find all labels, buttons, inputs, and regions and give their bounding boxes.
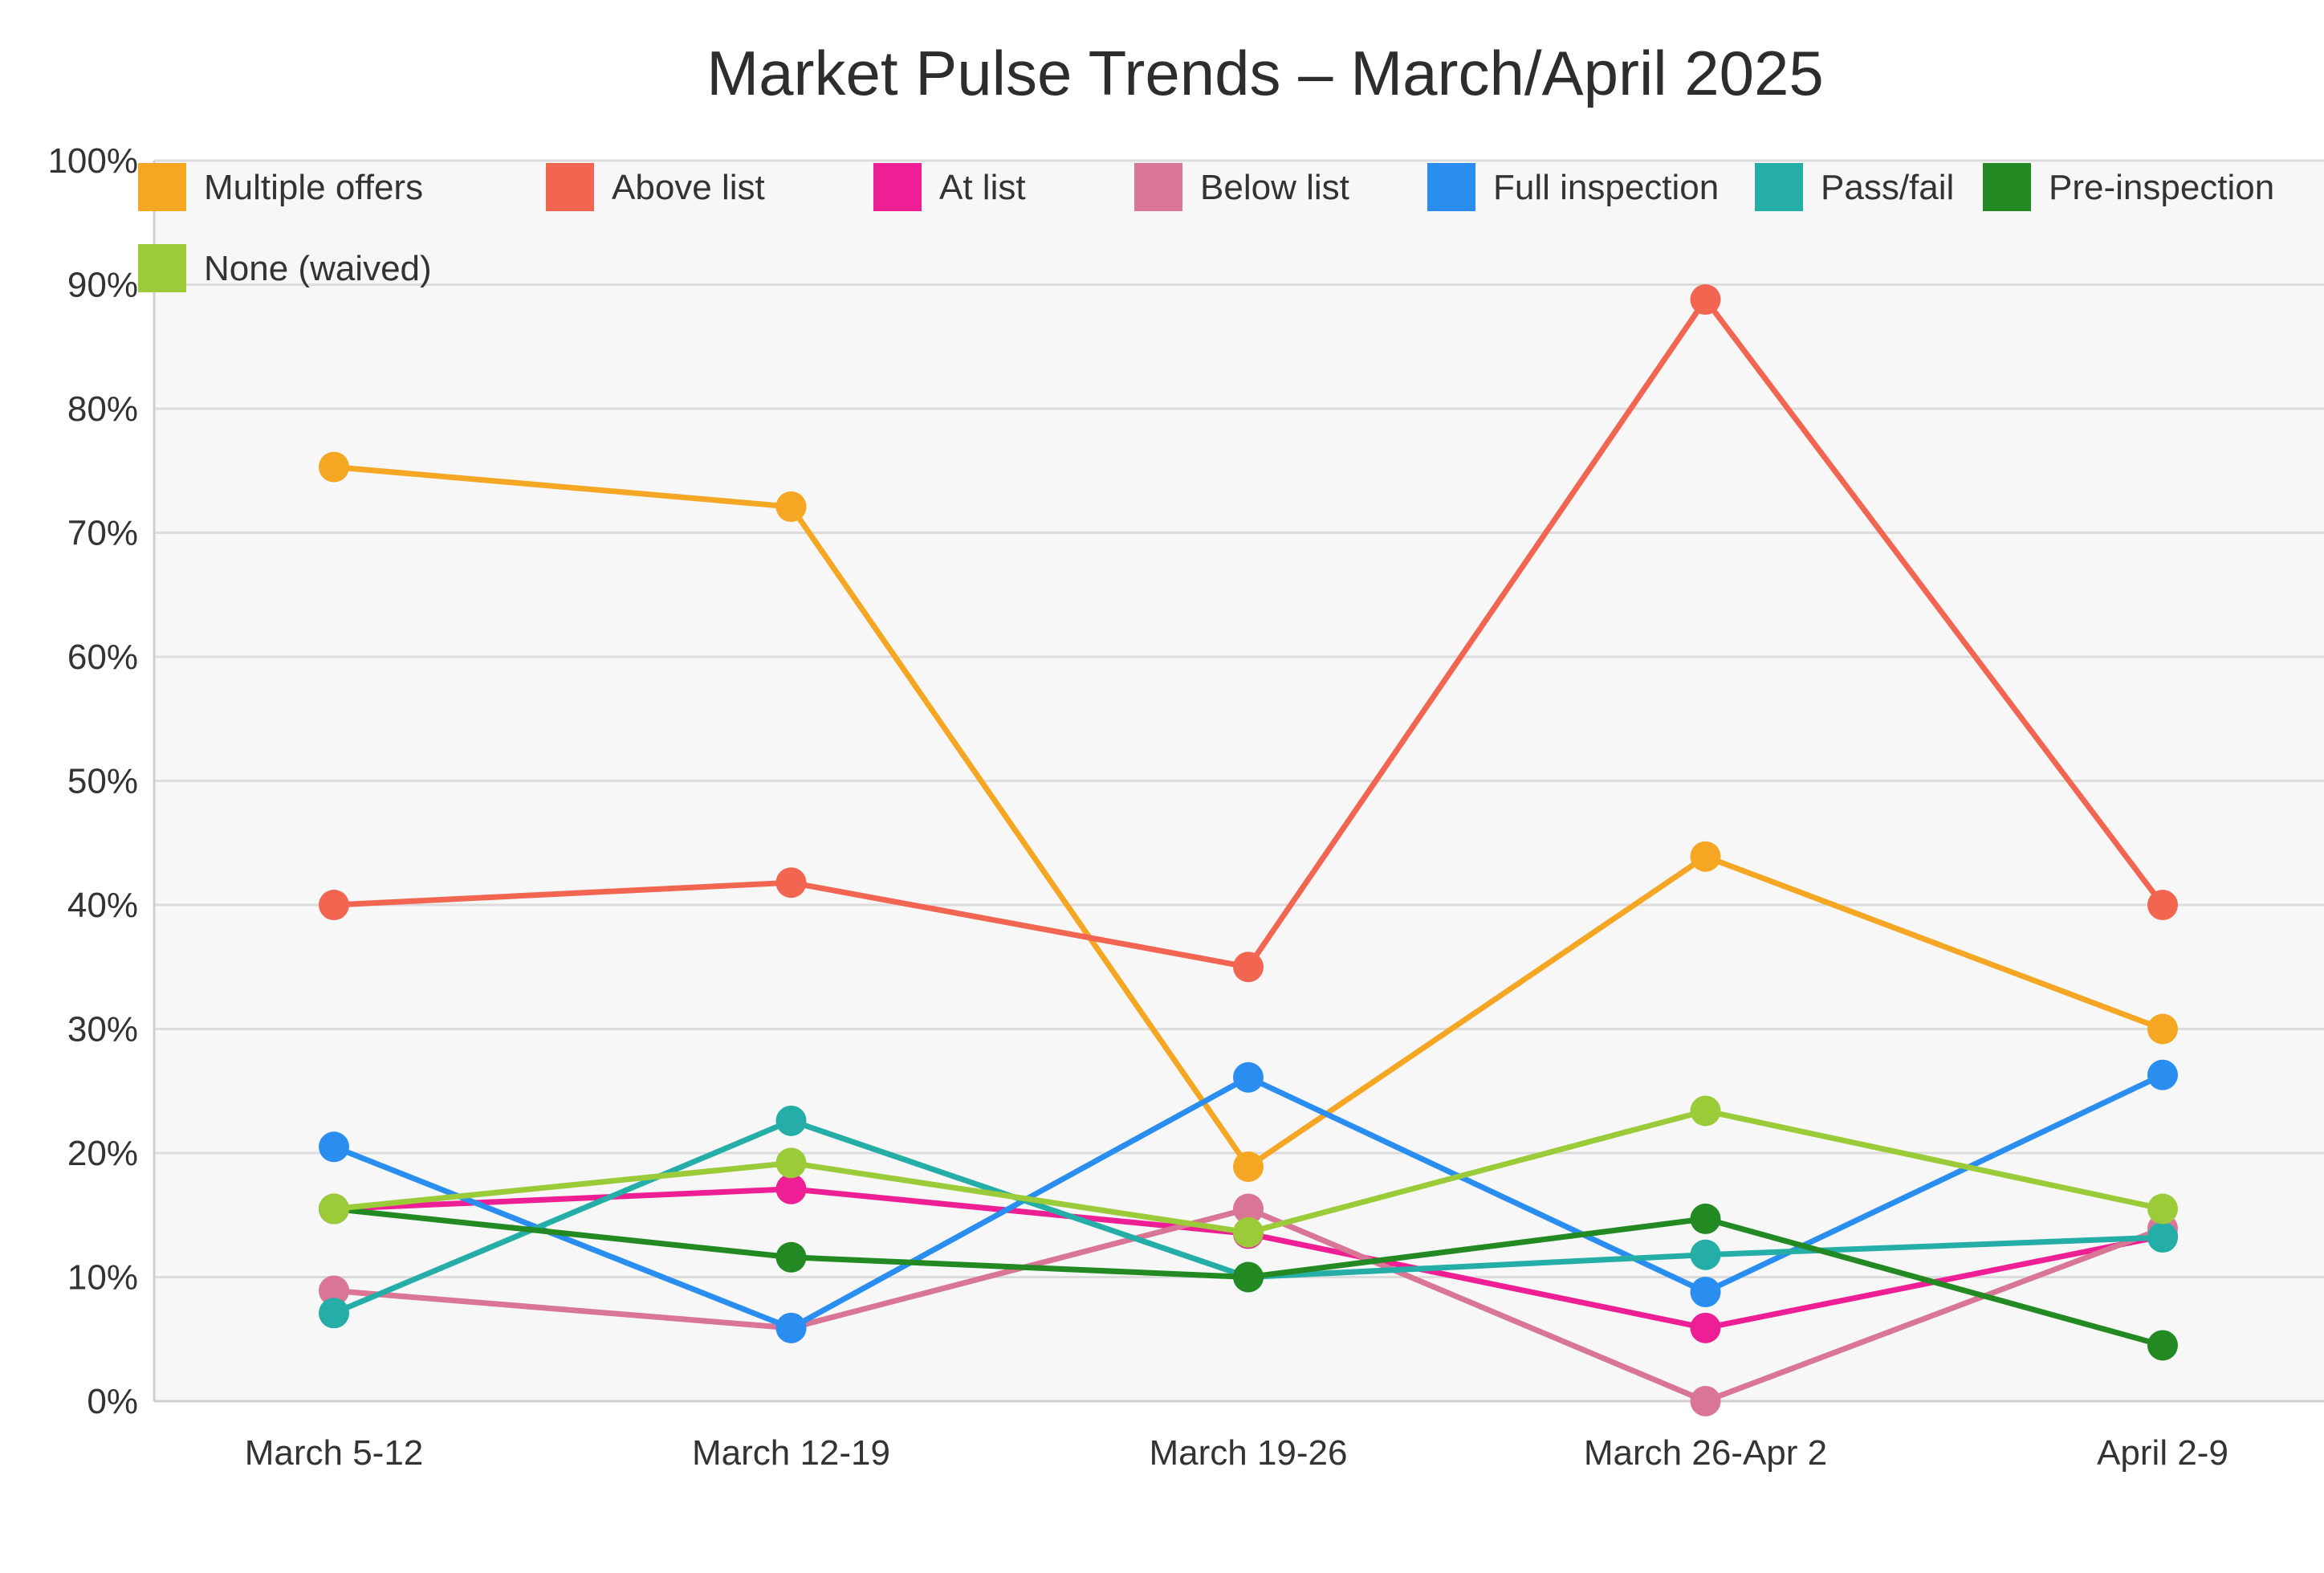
y-tick-label: 100% (47, 141, 138, 181)
y-tick-label: 40% (67, 886, 138, 925)
data-point (319, 451, 349, 483)
legend-item: Full inspection (1427, 163, 1719, 211)
data-point (1690, 1239, 1721, 1270)
data-point (1690, 1095, 1721, 1127)
x-tick-label: March 12-19 (692, 1433, 890, 1473)
data-point (319, 890, 349, 920)
y-tick-label: 0% (87, 1382, 138, 1421)
y-tick-label: 60% (67, 638, 138, 677)
x-tick-label: March 5-12 (245, 1433, 424, 1473)
legend-item: None (waived) (138, 244, 432, 292)
legend-item: Pass/fail (1755, 163, 1954, 211)
y-tick-label: 20% (67, 1134, 138, 1173)
x-tick-label: April 2-9 (2097, 1433, 2228, 1473)
data-point (775, 1241, 807, 1273)
legend: Multiple offers Above list At list Below li… (138, 163, 2274, 292)
data-point (1233, 952, 1264, 983)
data-point (319, 1275, 349, 1306)
data-point (1690, 1203, 1721, 1234)
y-tick-label: 10% (67, 1258, 138, 1298)
legend-label: Full inspection (1493, 168, 1719, 207)
legend-swatch (1134, 163, 1182, 211)
legend-swatch (1983, 163, 2031, 211)
data-point (2147, 890, 2178, 920)
x-tick-label: March 26-Apr 2 (1584, 1433, 1827, 1473)
gridlines (154, 159, 2324, 1278)
series-lines (319, 284, 2178, 1416)
data-point (1233, 1261, 1264, 1293)
legend-label: At list (939, 168, 1026, 207)
data-point (319, 1298, 349, 1329)
legend-label: None (waived) (204, 249, 432, 288)
data-point (1233, 1216, 1264, 1248)
data-point (1690, 1277, 1721, 1308)
series-7 (319, 1095, 2178, 1248)
data-point (1690, 1312, 1721, 1343)
axes (153, 161, 2324, 1403)
legend-label: Pre-inspection (2049, 168, 2274, 207)
y-tick-label: 80% (67, 389, 138, 429)
legend-item: Below list (1134, 163, 1349, 211)
data-point (1690, 284, 1721, 316)
data-point (319, 1131, 349, 1163)
x-axis-ticks: March 5-12 March 12-19 March 19-26 March 26… (245, 1433, 2228, 1473)
legend-item: Above list (546, 163, 765, 211)
legend-swatch (138, 163, 186, 211)
y-tick-label: 50% (67, 762, 138, 801)
data-point (775, 1173, 807, 1204)
data-point (775, 1147, 807, 1179)
legend-swatch (138, 244, 186, 292)
data-point (775, 1312, 807, 1343)
legend-swatch (873, 163, 922, 211)
legend-label: Multiple offers (204, 168, 423, 207)
legend-label: Below list (1200, 168, 1349, 207)
data-point (2147, 1330, 2178, 1361)
x-tick-label: March 19-26 (1149, 1433, 1347, 1473)
data-point (775, 867, 807, 899)
legend-label: Pass/fail (1821, 168, 1954, 207)
data-point (1233, 1062, 1264, 1093)
data-point (775, 1105, 807, 1136)
y-tick-label: 30% (67, 1010, 138, 1049)
y-tick-label: 70% (67, 514, 138, 553)
legend-item: At list (873, 163, 1026, 211)
data-point (2147, 1222, 2178, 1253)
legend-swatch (1755, 163, 1803, 211)
chart-title: Market Pulse Trends – March/April 2025 (706, 38, 1824, 108)
y-tick-label: 90% (67, 266, 138, 305)
series-1 (319, 284, 2178, 983)
legend-swatch (1427, 163, 1475, 211)
data-point (2147, 1059, 2178, 1090)
data-point (1233, 1151, 1264, 1182)
data-point (319, 1193, 349, 1225)
series-4 (319, 1059, 2178, 1343)
data-point (1690, 841, 1721, 872)
legend-label: Above list (612, 168, 765, 207)
series-0 (319, 451, 2178, 1182)
data-point (775, 491, 807, 523)
legend-swatch (546, 163, 594, 211)
data-point (2147, 1013, 2178, 1045)
data-point (1690, 1386, 1721, 1416)
data-point (2147, 1193, 2178, 1225)
legend-item: Pre-inspection (1983, 163, 2274, 211)
data-point (1233, 1193, 1264, 1225)
legend-item: Multiple offers (138, 163, 423, 211)
y-axis-ticks: 0% 10% 20% 30% 40% 50% 60% 70% 80% 90% 100% (47, 141, 138, 1421)
